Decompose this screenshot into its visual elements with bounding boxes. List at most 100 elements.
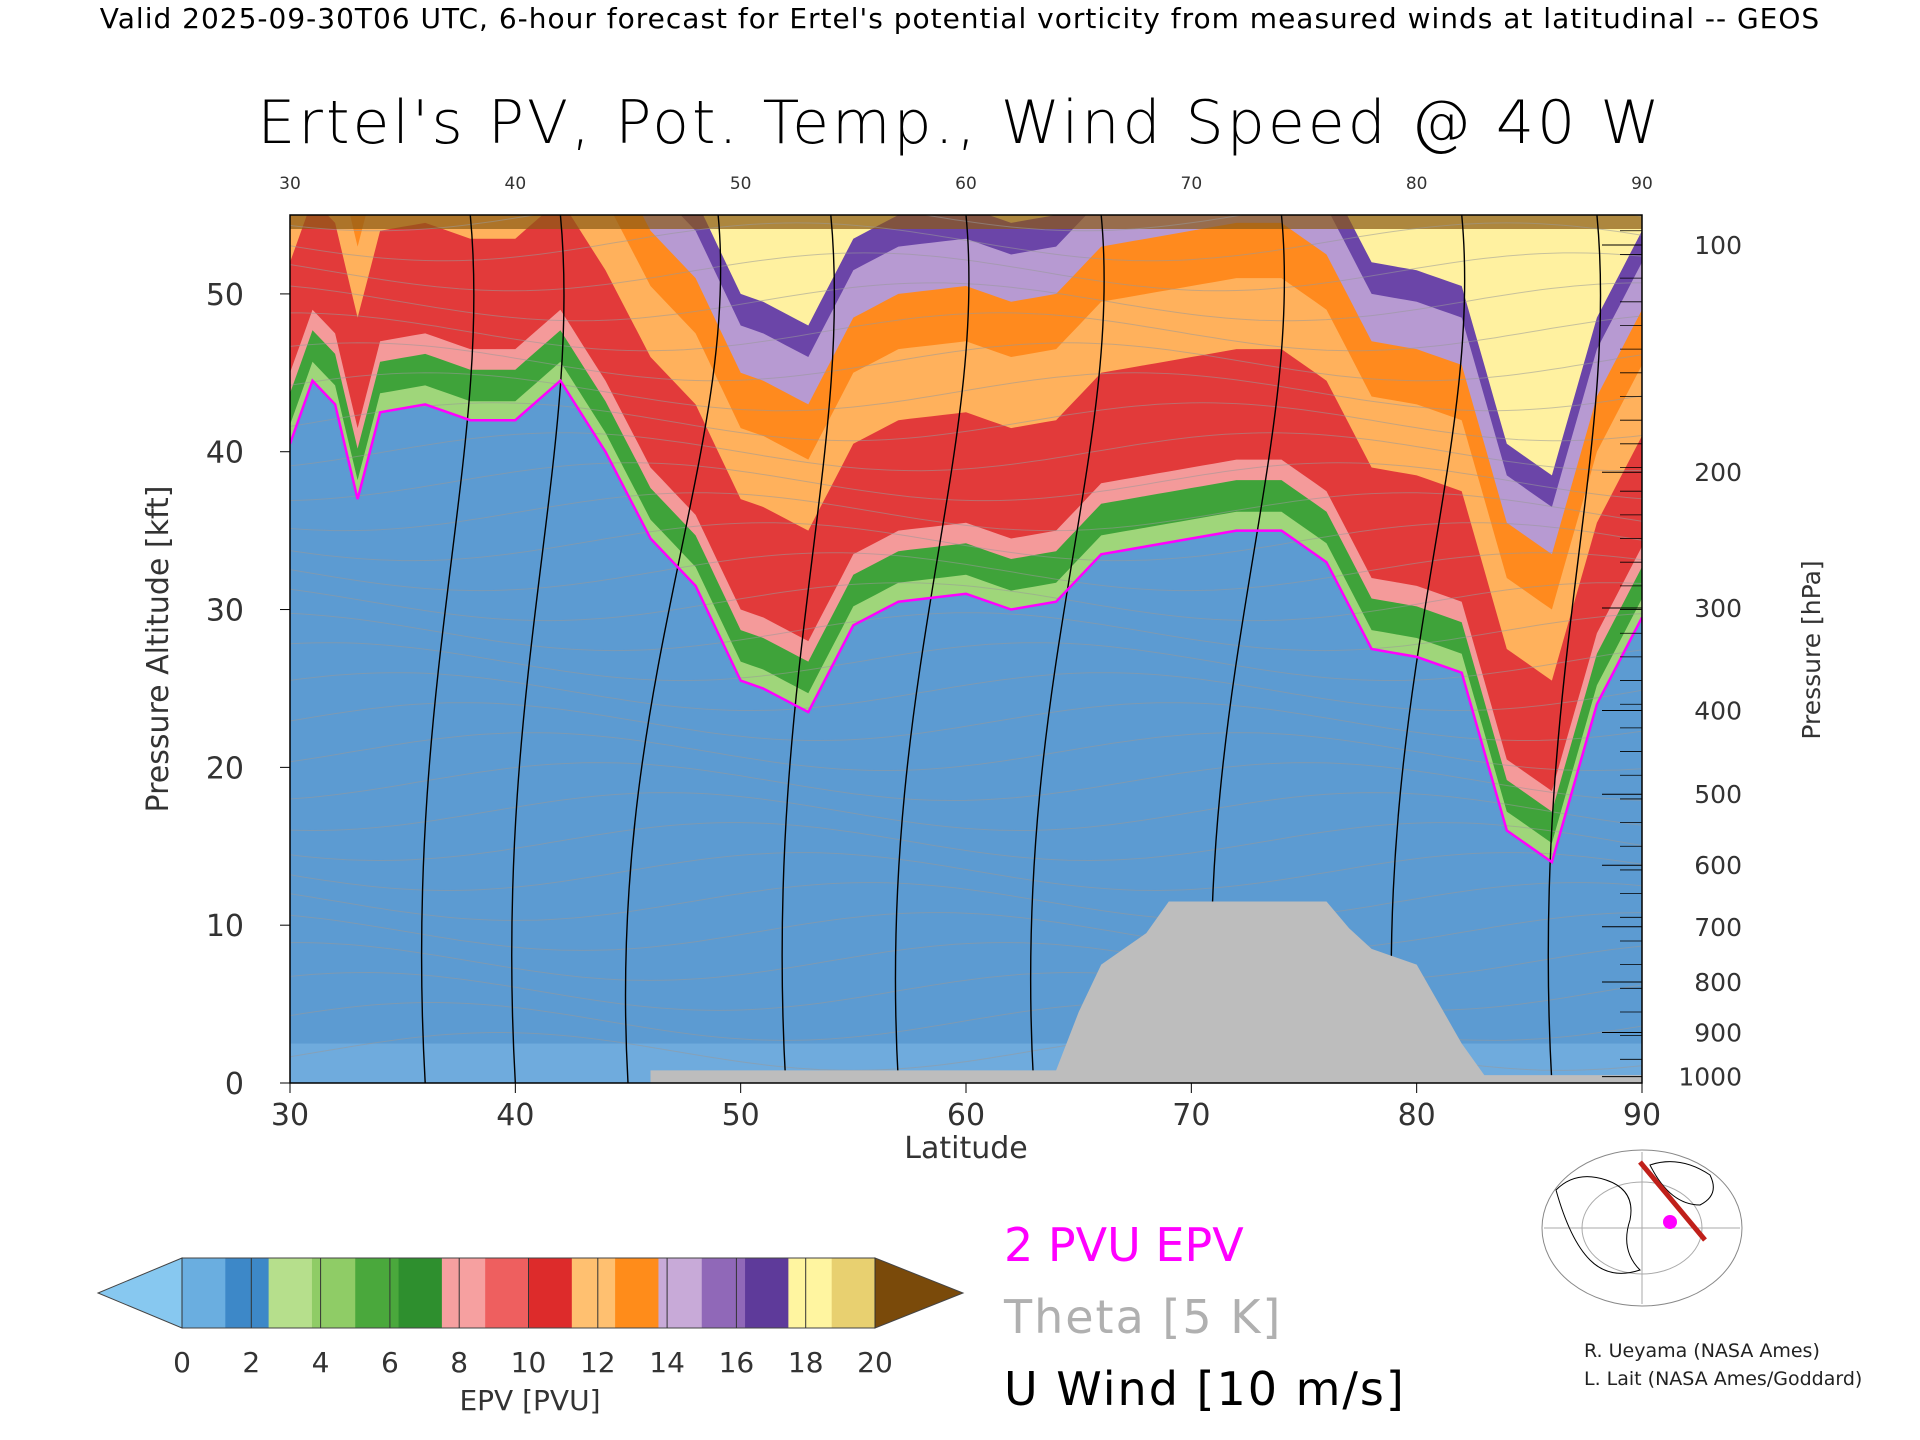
x-tick-label: 60 — [947, 1098, 985, 1133]
theta-contour — [290, 222, 1642, 262]
theta-contour — [290, 642, 1642, 682]
theta-contour — [290, 372, 1642, 412]
theta-contour — [290, 522, 1642, 562]
y-axis-label: Pressure Altitude [kft] — [141, 486, 176, 813]
terrain-mask — [650, 901, 1642, 1083]
theta-contour — [290, 882, 1642, 921]
colorbar-tick-label: 20 — [857, 1346, 893, 1379]
theta-contour — [290, 552, 1642, 592]
colorbar-segment — [441, 1258, 486, 1328]
theta-contour — [290, 582, 1642, 622]
theta-contour — [290, 762, 1642, 802]
theta-contour — [290, 792, 1642, 832]
colorbar-segment — [311, 1258, 356, 1328]
colorbar-tick-label: 2 — [242, 1346, 260, 1379]
u-wind-contour — [624, 215, 722, 1083]
credit-line-1: R. Ueyama (NASA Ames) — [1584, 1340, 1820, 1362]
theta-contour — [290, 312, 1642, 352]
colorbar-tick-label: 0 — [173, 1346, 191, 1379]
legend-u-wind: U Wind [10 m/s] — [1004, 1362, 1406, 1416]
pressure-tick-label: 200 — [1694, 458, 1742, 487]
x-top-tick-label: 70 — [1181, 174, 1203, 194]
colorbar-tick-label: 8 — [450, 1346, 468, 1379]
x-top-tick-label: 90 — [1631, 174, 1653, 194]
colorbar-segment — [745, 1258, 789, 1328]
pressure-tick-label: 900 — [1694, 1018, 1742, 1047]
colorbar-tick-label: 14 — [649, 1346, 685, 1379]
u-wind-contour — [1390, 215, 1466, 1083]
plot-area — [290, 215, 1642, 1083]
theta-contour — [290, 672, 1642, 711]
colorbar-tick-label: 12 — [580, 1346, 616, 1379]
colorbar-segment — [528, 1258, 573, 1328]
pressure-tick-label: 600 — [1694, 851, 1742, 880]
x-top-tick-label: 40 — [505, 174, 527, 194]
colorbar-segment — [571, 1258, 616, 1328]
theta-contour — [290, 612, 1642, 652]
x-tick-label: 70 — [1172, 1098, 1210, 1133]
theta-contour — [290, 402, 1642, 442]
theta-contour — [290, 852, 1642, 892]
y-tick-label: 50 — [206, 278, 244, 313]
tropopause-2pvu-line — [290, 378, 1642, 865]
y-tick-label: 0 — [225, 1067, 244, 1102]
colorbar-segment — [485, 1258, 529, 1328]
y-tick-label: 20 — [206, 751, 244, 786]
x-top-tick-label: 60 — [955, 174, 977, 194]
colorbar: 0 2 4 6 8 10 12 14 16 18 20 — [96, 1257, 965, 1379]
x-tick-label: 90 — [1623, 1098, 1661, 1133]
theta-contour — [290, 912, 1642, 951]
theta-contour — [290, 432, 1642, 472]
y-tick-label: 10 — [206, 909, 244, 944]
legend-2pvu-epv: 2 PVU EPV — [1004, 1218, 1244, 1272]
theta-contour — [290, 462, 1642, 502]
x-tick-label: 40 — [496, 1098, 534, 1133]
u-wind-contour — [894, 215, 970, 1083]
colorbar-segment — [225, 1258, 270, 1328]
x-tick-label: 50 — [722, 1098, 760, 1133]
x-tick-label: 80 — [1398, 1098, 1436, 1133]
colorbar-under-triangle — [96, 1257, 183, 1329]
band-epv-19 — [290, 215, 1642, 476]
colorbar-label: EPV [PVU] — [459, 1384, 601, 1417]
colorbar-segment — [615, 1258, 659, 1328]
colorbar-over-triangle — [874, 1257, 965, 1329]
pressure-tick-label: 700 — [1694, 913, 1742, 942]
colorbar-segment — [398, 1258, 443, 1328]
x-tick-label: 30 — [271, 1098, 309, 1133]
colorbar-tick-label: 10 — [511, 1346, 547, 1379]
band-epv-11 — [290, 215, 1642, 681]
legend-theta: Theta [5 K] — [1004, 1290, 1283, 1344]
theta-contour — [290, 492, 1642, 532]
u-wind-contour — [420, 215, 475, 1083]
pressure-tick-label: 100 — [1694, 231, 1742, 260]
colorbar-segment — [701, 1258, 746, 1328]
pressure-tick-label: 400 — [1694, 697, 1742, 726]
x-top-tick-label: 50 — [730, 174, 752, 194]
x-top-tick-label: 30 — [279, 174, 301, 194]
colorbar-segment — [182, 1258, 226, 1328]
colorbar-segment — [831, 1258, 876, 1328]
y2-axis-label: Pressure [hPa] — [1797, 560, 1826, 739]
colorbar-tick-label: 18 — [788, 1346, 824, 1379]
colorbar-segment — [658, 1258, 703, 1328]
colorbar-tick-label: 6 — [381, 1346, 399, 1379]
y-tick-label: 40 — [206, 436, 244, 471]
pressure-tick-label: 500 — [1694, 780, 1742, 809]
credit-line-2: L. Lait (NASA Ames/Goddard) — [1584, 1368, 1863, 1390]
pressure-tick-label: 800 — [1694, 968, 1742, 997]
locator-map — [1541, 1149, 1743, 1307]
pressure-tick-label: 300 — [1694, 594, 1742, 623]
pressure-tick-label: 1000 — [1678, 1063, 1742, 1092]
y-tick-label: 30 — [206, 594, 244, 629]
theta-contour — [290, 702, 1642, 741]
u-wind-contour — [781, 215, 836, 1083]
chart-title: Ertel's PV, Pot. Temp., Wind Speed @ 40 … — [257, 88, 1663, 158]
colorbar-tick-label: 16 — [719, 1346, 755, 1379]
forecast-header: Valid 2025-09-30T06 UTC, 6-hour forecast… — [99, 2, 1821, 35]
colorbar-tick-label: 4 — [312, 1346, 330, 1379]
colorbar-segment — [268, 1258, 313, 1328]
theta-contour — [290, 822, 1642, 862]
